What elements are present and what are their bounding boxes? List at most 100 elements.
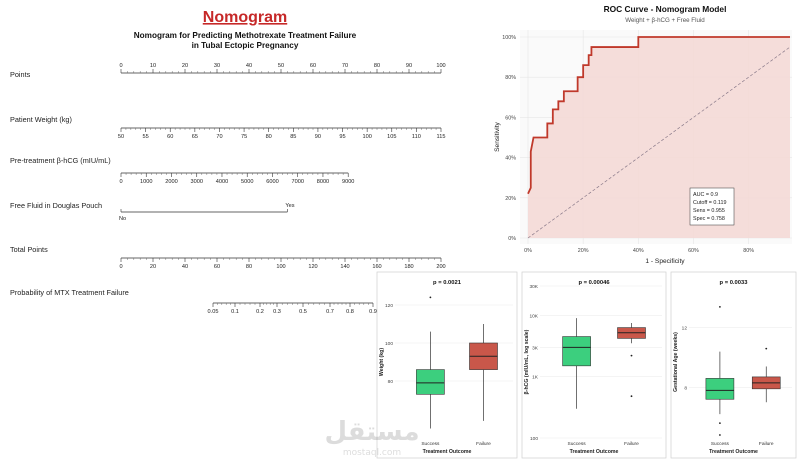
nomogram-tick-label: 50 bbox=[118, 134, 124, 140]
nomogram-tick-label: 0 bbox=[119, 179, 122, 185]
nomogram-tick-label: 55 bbox=[142, 134, 148, 140]
nomogram-tick-label: 80 bbox=[266, 134, 272, 140]
boxplot-category-label: Success bbox=[568, 441, 587, 447]
boxplot-outlier bbox=[765, 347, 768, 350]
roc-ytick-label: 20% bbox=[505, 196, 516, 202]
nomogram-row-label: Total Points bbox=[10, 245, 48, 254]
roc-ytick-label: 100% bbox=[502, 35, 516, 41]
boxplot-category-label: Failure bbox=[476, 441, 491, 447]
boxplot-ytick-label: 10K bbox=[529, 313, 538, 319]
roc-xtick-label: 20% bbox=[578, 248, 589, 254]
boxplot-outlier bbox=[719, 434, 721, 436]
boxplot-category-label: Success bbox=[711, 441, 730, 447]
nomogram-tick-label: 75 bbox=[241, 134, 247, 140]
nomogram-tick-label: 40 bbox=[182, 264, 188, 270]
nomogram-tick-label: 100 bbox=[276, 264, 285, 270]
nomogram-tick-label: 95 bbox=[339, 134, 345, 140]
boxplot-pvalue: p = 0.0021 bbox=[433, 280, 462, 286]
nomogram-tick-label: 120 bbox=[308, 264, 317, 270]
nomogram-row-label: Probability of MTX Treatment Failure bbox=[10, 288, 129, 297]
nomogram-tick-label: 0.05 bbox=[208, 309, 219, 315]
nomogram-title-line2: in Tubal Ectopic Pregnancy bbox=[192, 41, 299, 50]
nomogram-title-line1: Nomogram for Predicting Methotrexate Tre… bbox=[134, 31, 357, 40]
nomogram-tick-label: 200 bbox=[436, 264, 445, 270]
nomogram-tick-label: 80 bbox=[374, 63, 380, 69]
roc-xtick-label: 60% bbox=[688, 248, 699, 254]
boxplot-xaxis-label: Treatment Outcome bbox=[570, 449, 619, 455]
nomogram-tick-label: 60 bbox=[214, 264, 220, 270]
boxplot-ytick-label: 100 bbox=[385, 341, 393, 347]
nomogram-chart: Points Patient Weight (kg) Pre-treatment β… bbox=[10, 63, 446, 315]
nomogram-tick-label: 0.8 bbox=[346, 309, 354, 315]
nomogram-tick-label: 0.2 bbox=[256, 309, 264, 315]
roc-annotation-line: Cutoff = 0.119 bbox=[693, 200, 727, 206]
nomogram-tick-label: 65 bbox=[192, 134, 198, 140]
boxplot-ytick-label: 8 bbox=[684, 385, 687, 391]
roc-annotation-line: Sens = 0.955 bbox=[693, 208, 725, 214]
boxplot-box bbox=[562, 336, 591, 367]
nomogram-tick-label: 1000 bbox=[140, 179, 152, 185]
nomogram-tick-label: 115 bbox=[437, 134, 446, 140]
nomogram-tick-label: 20 bbox=[182, 63, 188, 69]
banner-title: Nomogram bbox=[203, 9, 287, 26]
nomogram-tick-label: 0.5 bbox=[299, 309, 307, 315]
nomogram-tick-label: 90 bbox=[406, 63, 412, 69]
boxplot-ytick-label: 1K bbox=[532, 375, 539, 381]
roc-curve bbox=[527, 36, 790, 195]
roc-annotation-line: AUC = 0.9 bbox=[693, 192, 718, 198]
roc-reference-diagonal bbox=[527, 46, 791, 239]
nomogram-tick-label: 9000 bbox=[342, 179, 354, 185]
nomogram-tick-label: 85 bbox=[290, 134, 296, 140]
roc-xtick-label: 0% bbox=[524, 248, 532, 254]
boxplot-panel bbox=[670, 271, 797, 459]
boxplot-pvalue: p = 0.0033 bbox=[720, 280, 749, 286]
boxplot-hcg: p = 0.00046 100 1K 3K 10K 30K β-hCG (mIU/mL, l… bbox=[521, 271, 667, 459]
nomogram-tick-label: 5000 bbox=[241, 179, 253, 185]
boxplot-panel bbox=[521, 271, 667, 459]
nomogram-tick-label: 100 bbox=[362, 134, 371, 140]
nomogram-tick-label: 50 bbox=[278, 63, 284, 69]
nomogram-tick-label: 180 bbox=[404, 264, 413, 270]
boxplot-yaxis-label: Weight (kg) bbox=[379, 348, 385, 376]
nomogram-tick-label: 0 bbox=[119, 264, 122, 270]
nomogram-tick-label: 140 bbox=[340, 264, 349, 270]
nomogram-row-label: Pre-treatment β-hCG (mIU/mL) bbox=[10, 156, 111, 165]
nomogram-tick-label: 80 bbox=[246, 264, 252, 270]
boxplot-outlier bbox=[719, 305, 721, 308]
nomogram-tick-label: 70 bbox=[216, 134, 222, 140]
nomogram-tick-label: 20 bbox=[150, 264, 156, 270]
nomogram-tick-label: 0.1 bbox=[231, 309, 239, 315]
nomogram-tick-label: 30 bbox=[214, 63, 220, 69]
nomogram-tick-label: 6000 bbox=[266, 179, 278, 185]
nomogram-tick-label: 0.3 bbox=[273, 309, 281, 315]
boxplot-xaxis-label: Treatment Outcome bbox=[423, 449, 472, 455]
boxplot-ytick-label: 12 bbox=[682, 326, 688, 332]
boxplot-yaxis-label: β-hCG (mIU/mL, log scale) bbox=[524, 329, 530, 394]
roc-ytick-label: 80% bbox=[505, 75, 516, 81]
nomogram-row-label: Points bbox=[10, 70, 31, 79]
nomogram-tick-label: 105 bbox=[387, 134, 396, 140]
roc-xtick-label: 40% bbox=[633, 248, 644, 254]
roc-ytick-label: 40% bbox=[505, 156, 516, 162]
nomogram-tick-label: 110 bbox=[412, 134, 421, 140]
nomogram-tick-label: No bbox=[119, 216, 126, 222]
nomogram-tick-label: 60 bbox=[310, 63, 316, 69]
boxplot-outlier bbox=[429, 296, 432, 299]
boxplot-ytick-label: 120 bbox=[385, 303, 393, 309]
nomogram-tick-label: 0.9 bbox=[369, 309, 377, 315]
boxplot-box bbox=[416, 369, 445, 395]
boxplot-xaxis-label: Treatment Outcome bbox=[709, 449, 758, 455]
boxplot-weight: p = 0.0021 80 100 120 Weight (kg) Success Fail… bbox=[376, 271, 518, 459]
nomogram-tick-label: 2000 bbox=[165, 179, 177, 185]
watermark-arabic: مستقل bbox=[324, 417, 419, 447]
boxplot-category-label: Success bbox=[421, 441, 440, 447]
watermark-latin: mostaql.com bbox=[343, 448, 401, 458]
boxplot-outlier bbox=[630, 395, 633, 398]
watermark-logo: مستقل mostaql.com bbox=[324, 417, 419, 458]
roc-title: ROC Curve - Nomogram Model bbox=[604, 4, 727, 14]
nomogram-tick-label: 40 bbox=[246, 63, 252, 69]
nomogram-tick-label: 90 bbox=[315, 134, 321, 140]
nomogram-tick-label: 100 bbox=[436, 63, 445, 69]
nomogram-row-label: Free Fluid in Douglas Pouch bbox=[10, 201, 102, 210]
